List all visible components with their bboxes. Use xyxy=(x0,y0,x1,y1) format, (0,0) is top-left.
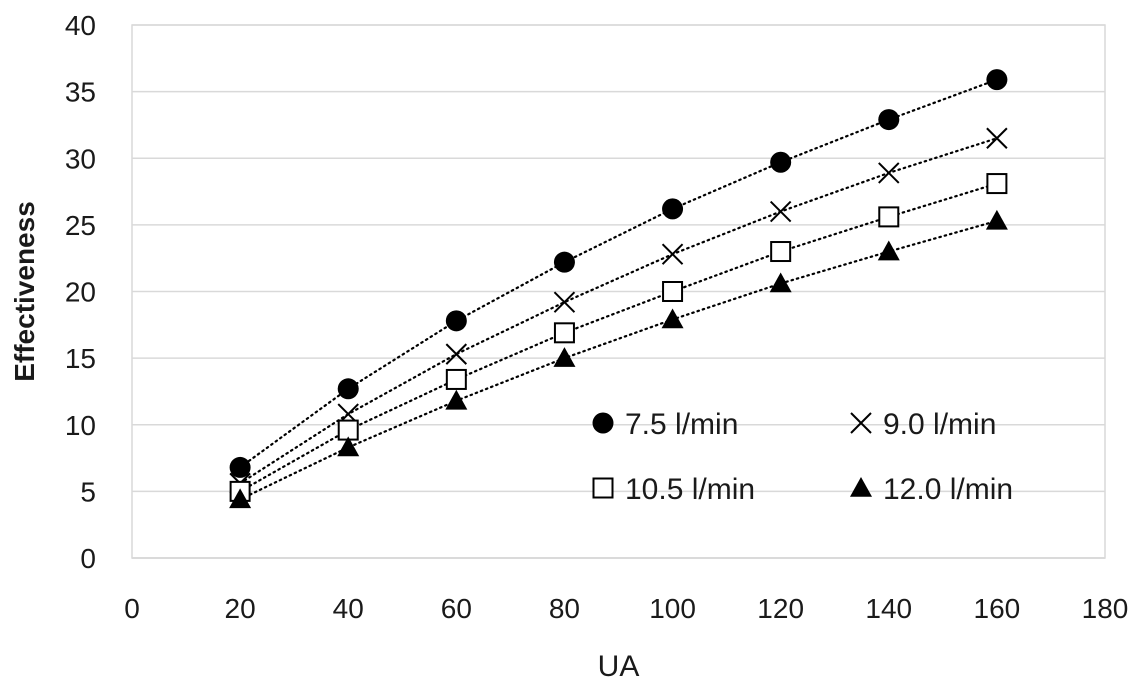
data-point-series-3 xyxy=(445,368,467,390)
data-point-series-4 xyxy=(769,272,792,293)
legend-label: 9.0 l/min xyxy=(883,408,996,441)
trendline-series-1 xyxy=(239,78,998,469)
data-point-series-1 xyxy=(878,109,900,131)
data-point-series-3 xyxy=(986,173,1008,195)
legend-item: 7.5 l/min xyxy=(592,408,738,441)
data-point-series-3 xyxy=(878,206,900,228)
data-point-series-1 xyxy=(229,456,251,478)
x-tick-label: 140 xyxy=(865,593,912,624)
data-point-series-4 xyxy=(229,488,252,509)
y-axis-tick-labels: 0 5 10 15 20 25 30 35 40 xyxy=(65,10,96,574)
legend-marker xyxy=(850,477,872,497)
legend-marker xyxy=(850,412,872,434)
data-point-series-2 xyxy=(445,343,468,365)
y-tick-label: 10 xyxy=(65,410,96,441)
data-point-series-1 xyxy=(553,251,575,273)
data-point-series-1 xyxy=(445,310,467,332)
data-point-series-1 xyxy=(662,198,684,220)
trendlines xyxy=(239,78,998,501)
y-tick-label: 30 xyxy=(65,143,96,174)
data-point-series-2 xyxy=(553,291,576,313)
x-axis-tick-labels: 0 20 40 60 80 100 120 140 160 180 xyxy=(124,593,1128,624)
x-tick-label: 20 xyxy=(225,593,256,624)
y-tick-label: 25 xyxy=(65,210,96,241)
y-tick-label: 35 xyxy=(65,77,96,108)
data-point-series-2 xyxy=(769,200,792,223)
x-tick-label: 80 xyxy=(549,593,580,624)
data-point-series-3 xyxy=(662,281,684,302)
legend-label: 7.5 l/min xyxy=(625,408,738,441)
y-tick-label: 15 xyxy=(65,343,96,374)
x-axis-title: UA xyxy=(598,650,640,683)
data-point-series-2 xyxy=(661,243,684,265)
data-point-series-4 xyxy=(877,240,900,261)
x-tick-label: 160 xyxy=(974,593,1021,624)
data-point-series-1 xyxy=(337,378,359,400)
data-point-series-2 xyxy=(986,127,1008,149)
data-point-series-4 xyxy=(337,436,360,457)
data-markers xyxy=(229,69,1008,509)
y-tick-label: 20 xyxy=(65,277,96,308)
y-tick-label: 40 xyxy=(65,10,96,41)
x-tick-label: 180 xyxy=(1082,593,1129,624)
data-point-series-3 xyxy=(553,322,575,344)
data-point-series-2 xyxy=(878,162,900,184)
data-point-series-4 xyxy=(553,347,576,367)
legend-item: 12.0 l/min xyxy=(850,473,1013,506)
legend-item: 9.0 l/min xyxy=(850,408,996,441)
trendline-series-2 xyxy=(239,137,998,485)
legend-item: 10.5 l/min xyxy=(592,473,755,506)
x-tick-label: 0 xyxy=(124,593,140,624)
x-tick-label: 60 xyxy=(441,593,472,624)
legend-marker xyxy=(592,477,614,499)
data-point-series-1 xyxy=(986,69,1008,91)
data-point-series-4 xyxy=(445,389,468,410)
legend-label: 10.5 l/min xyxy=(625,473,755,506)
legend-marker xyxy=(592,412,614,434)
plot-area-border xyxy=(131,24,1106,559)
data-point-series-4 xyxy=(661,308,684,329)
data-point-series-4 xyxy=(985,209,1008,230)
data-point-series-1 xyxy=(770,151,792,173)
y-tick-label: 5 xyxy=(80,476,96,507)
y-tick-label: 0 xyxy=(80,543,96,574)
trendline-series-3 xyxy=(239,182,998,493)
legend: 7.5 l/min 9.0 l/min 10.5 l/min 12.0 l/min xyxy=(592,408,1013,506)
trendline-series-4 xyxy=(239,219,998,501)
x-tick-label: 120 xyxy=(757,593,804,624)
data-point-series-3 xyxy=(770,241,792,263)
y-axis-title: Effectiveness xyxy=(9,201,40,382)
legend-label: 12.0 l/min xyxy=(883,473,1013,506)
x-tick-label: 100 xyxy=(649,593,696,624)
x-tick-label: 40 xyxy=(333,593,364,624)
